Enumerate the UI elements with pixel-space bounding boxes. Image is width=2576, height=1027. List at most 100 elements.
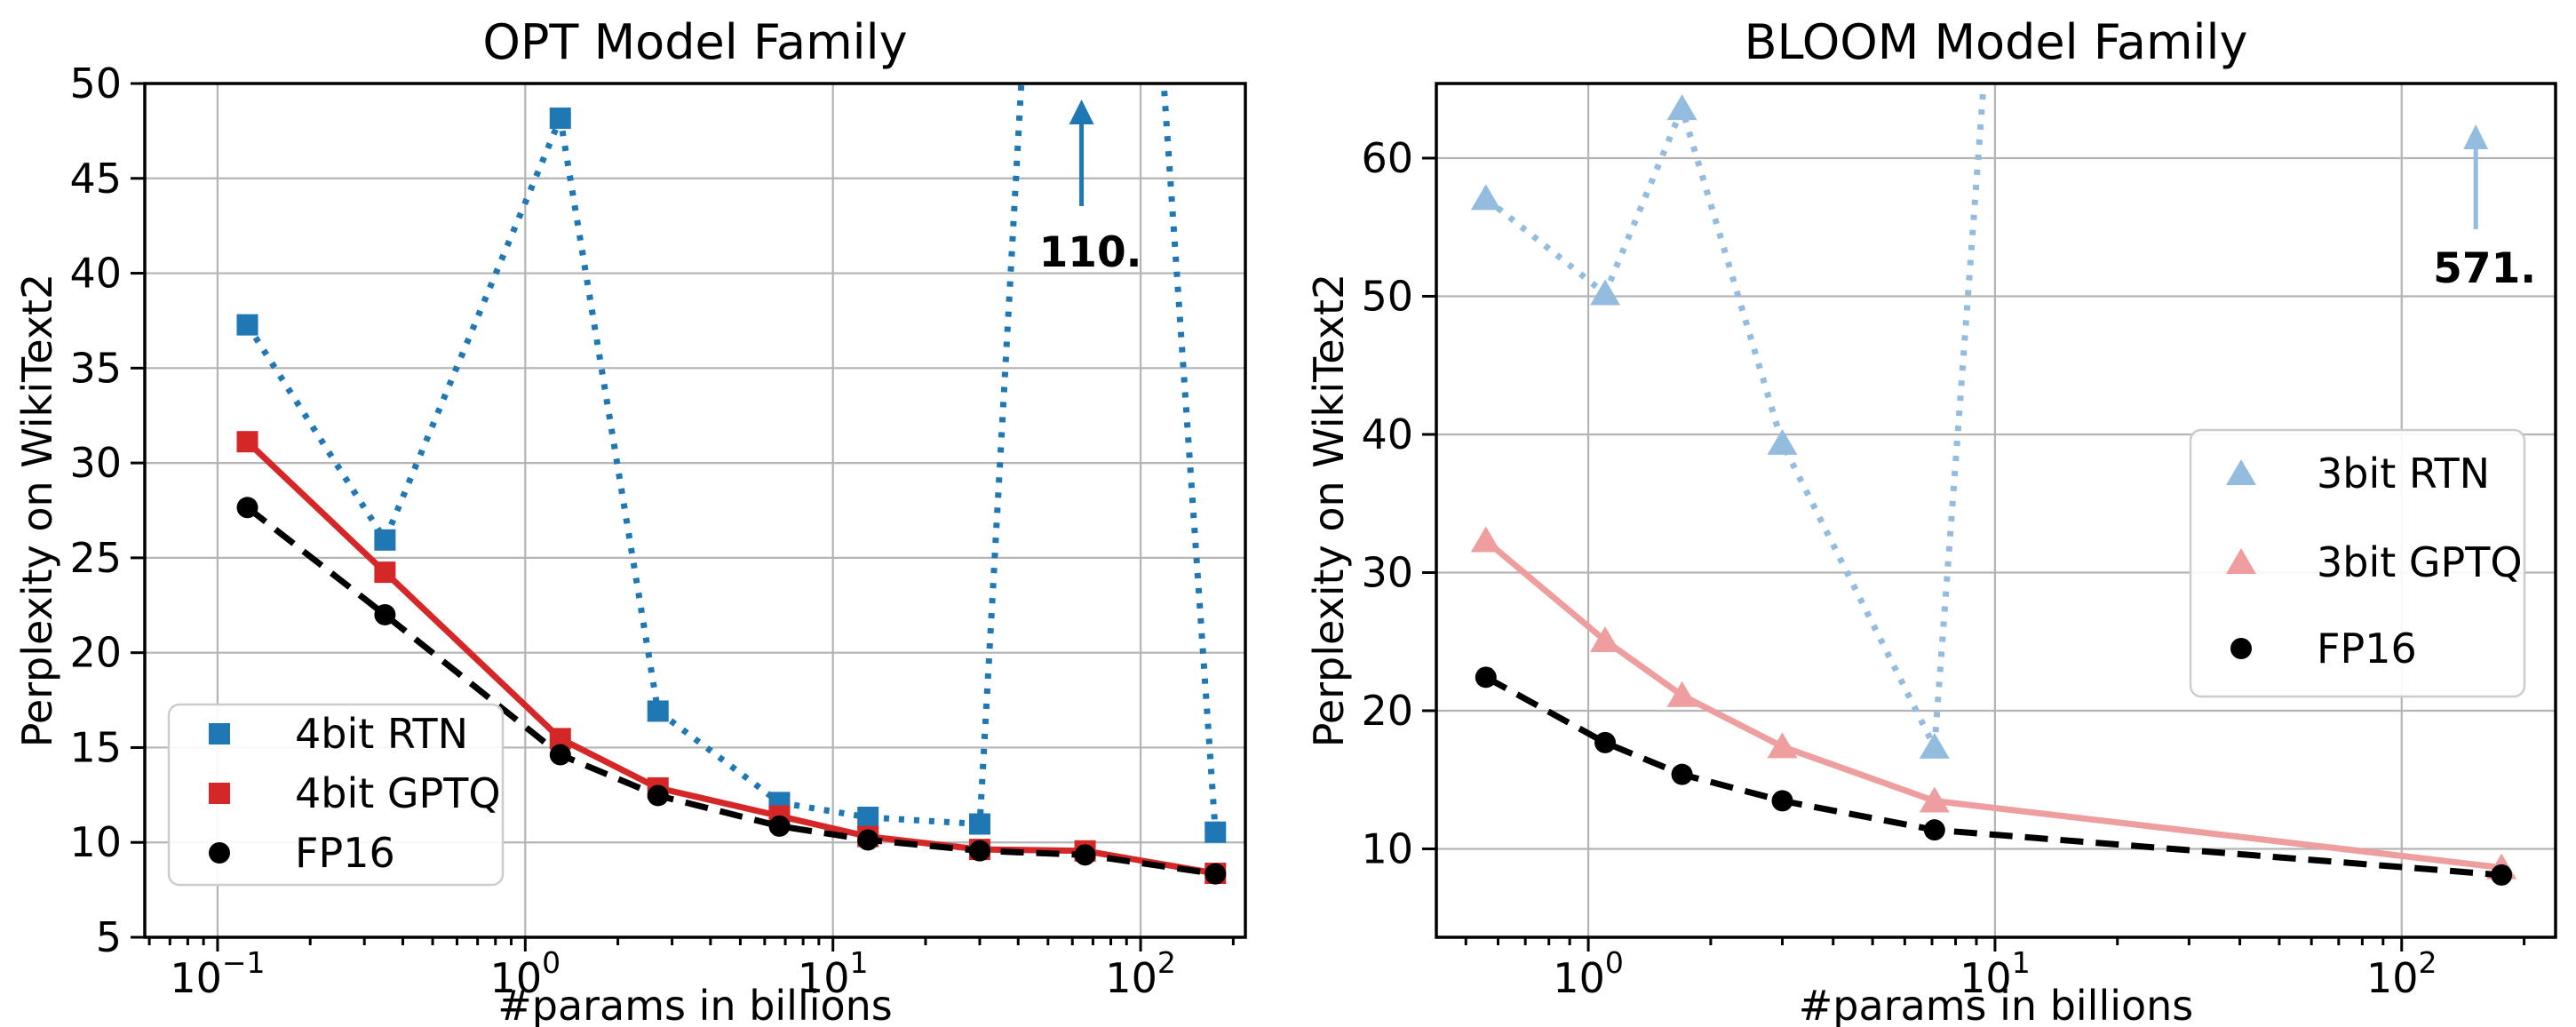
subplot-title: OPT Model Family: [482, 14, 907, 70]
y-tick-label: 40: [1361, 410, 1413, 458]
marker-circle: [1475, 666, 1497, 689]
marker-triangle: [1590, 625, 1621, 652]
marker-circle: [374, 603, 396, 625]
marker-square: [374, 561, 396, 584]
marker-triangle: [1767, 428, 1798, 455]
marker-square: [1205, 821, 1227, 843]
annotation-offchart: 110.: [1039, 100, 1142, 277]
series-line-3bit-gptq: [1483, 537, 2502, 872]
marker-circle: [1074, 844, 1096, 866]
y-axis-label: Perplexity on WikiText2: [13, 274, 61, 748]
legend-item-label: 4bit GPTQ: [295, 769, 501, 817]
marker-triangle: [1666, 681, 1697, 707]
y-tick-label: 40: [69, 250, 122, 298]
subplot-title: BLOOM Model Family: [1744, 14, 2247, 70]
y-tick-label: 20: [1361, 687, 1413, 735]
x-tick-label: 101: [1960, 945, 2031, 1002]
marker-triangle: [1666, 94, 1697, 121]
legend-marker-triangle: [2226, 459, 2256, 485]
marker-square: [549, 107, 571, 130]
x-ticks: [147, 937, 1235, 951]
y-tick-label: 10: [69, 818, 122, 866]
y-tick-label: 50: [69, 60, 122, 107]
y-ticks: [131, 82, 145, 939]
subplot-opt: 10−1 100 101 102 5 10 15 20 25 30 35 40 45 50 OPT Mode…: [13, 14, 1247, 1027]
x-tick-label: 102: [2366, 945, 2437, 1002]
marker-circle: [1205, 863, 1227, 885]
x-tick-label: 100: [490, 945, 561, 1002]
legend-item-label: 3bit GPTQ: [2317, 538, 2523, 586]
legend-item-label: FP16: [295, 829, 395, 877]
y-axis-label: Perplexity on WikiText2: [1305, 274, 1353, 748]
marker-square: [236, 431, 258, 453]
legend-item-label: 4bit RTN: [295, 710, 468, 758]
y-tick-label: 15: [69, 723, 122, 771]
x-axis-label: #params in billions: [1799, 982, 2194, 1027]
y-tick-label: 45: [69, 155, 122, 203]
marker-square: [968, 813, 990, 835]
series-markers-fp16: [236, 497, 1227, 885]
marker-circle: [1923, 819, 1945, 841]
y-tick-label: 10: [1361, 824, 1413, 872]
x-tick-label: 10−1: [170, 945, 265, 1002]
x-tick-label: 101: [798, 945, 869, 1002]
y-tick-label: 30: [1361, 548, 1413, 596]
annotation-arrow-head: [2463, 124, 2489, 149]
y-tick-label: 35: [69, 344, 122, 392]
marker-circle: [968, 840, 990, 862]
marker-triangle: [1919, 786, 1950, 813]
marker-square: [236, 314, 258, 336]
marker-circle: [549, 744, 571, 766]
y-tick-label: 50: [1361, 272, 1413, 320]
marker-circle: [1771, 790, 1793, 812]
x-tick-label: 102: [1105, 945, 1176, 1002]
y-tick-label: 20: [69, 629, 122, 677]
x-ticks: [1464, 937, 2526, 951]
y-ticks: [1422, 156, 1436, 850]
marker-triangle: [1919, 732, 1950, 759]
legend: 4bit RTN 4bit GPTQ FP16: [167, 703, 505, 887]
x-axis-label: #params in billions: [497, 982, 893, 1027]
marker-circle: [1671, 763, 1693, 785]
grid: [1436, 84, 2556, 937]
legend-item-label: FP16: [2317, 625, 2417, 673]
marker-circle: [647, 784, 669, 807]
y-tick-label: 5: [96, 913, 122, 961]
legend-marker-triangle: [2226, 548, 2256, 574]
annotation-value: 110.: [1039, 228, 1142, 277]
legend-marker-circle: [2230, 638, 2252, 659]
series-markers-3bit-rtn: [1470, 94, 1950, 759]
subplot-bloom: 100 101 102 10 20 30 40 50 60 BLOOM Model Family #…: [1305, 14, 2557, 1027]
legend-marker-square: [209, 723, 230, 744]
legend: 3bit RTN 3bit GPTQ FP16: [2189, 428, 2526, 698]
marker-square: [647, 700, 669, 722]
marker-triangle: [1470, 526, 1501, 553]
spine-box: [143, 82, 1247, 939]
annotation-offchart: 571.: [2433, 124, 2536, 293]
annotation-arrow-head: [1069, 100, 1094, 124]
legend-marker-square: [209, 783, 230, 804]
legend-box: [167, 703, 505, 887]
marker-triangle: [1590, 279, 1621, 306]
marker-triangle: [1767, 732, 1798, 759]
series-line-fp16: [1484, 674, 2502, 879]
x-tick-label: 100: [1553, 945, 1624, 1002]
marker-square: [857, 807, 879, 829]
legend-marker-circle: [209, 842, 230, 864]
series-markers-fp16: [1475, 666, 2513, 886]
legend-item-label: 3bit RTN: [2317, 450, 2490, 498]
marker-circle: [1594, 731, 1617, 753]
marker-circle: [857, 829, 879, 851]
legend-box: [2189, 428, 2526, 698]
marker-circle: [236, 497, 258, 519]
y-tick-label: 30: [69, 439, 122, 487]
y-tick-label: 25: [69, 534, 122, 582]
series-markers-4bit-rtn: [236, 107, 1227, 843]
marker-triangle: [1470, 184, 1501, 211]
marker-square: [374, 529, 396, 551]
annotation-value: 571.: [2433, 244, 2536, 293]
marker-circle: [2491, 864, 2513, 886]
marker-circle: [768, 815, 791, 837]
